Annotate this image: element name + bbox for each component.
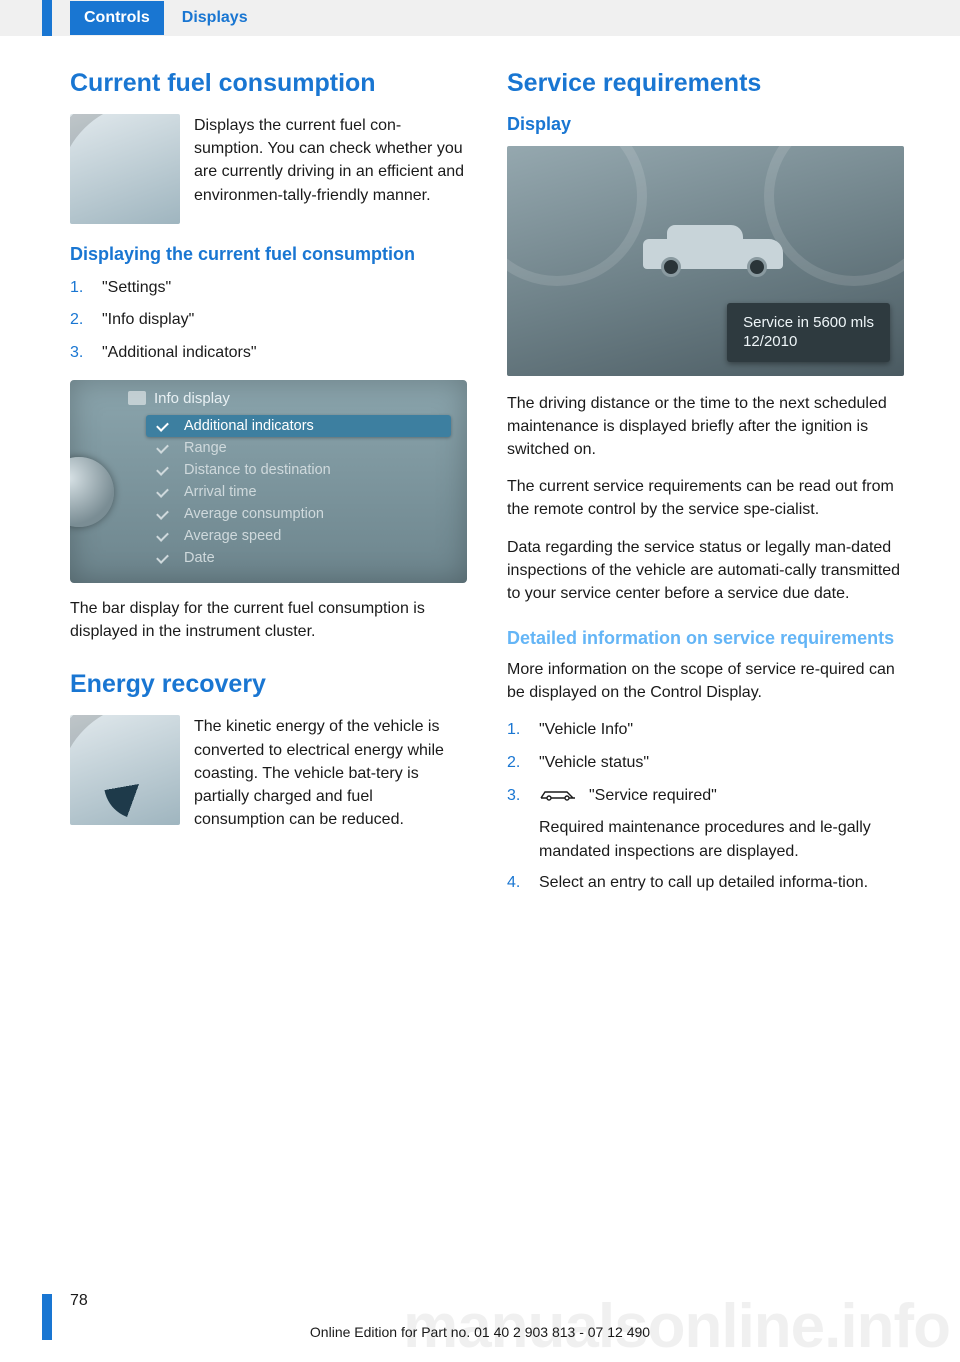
info-display-list: Additional indicators Range Distance to … [70,415,467,583]
gauge-right-icon [764,146,904,286]
check-icon [156,551,174,565]
car-outline-icon [539,788,579,802]
page-header: Controls Displays [0,0,960,36]
left-column: Current fuel consumption Displays the cu… [70,68,467,910]
info-item-avg-consumption: Average consumption [146,503,451,525]
fuel-block: Displays the current fuel con‐sumption. … [70,114,467,224]
header-blue-bar [42,0,52,36]
info-display-icon [128,391,146,405]
fuel-description: Displays the current fuel con‐sumption. … [194,114,467,210]
detail-step-3-text: "Service required" [589,787,717,804]
idrive-knob-icon [70,457,114,527]
info-display-title: Info display [154,390,230,407]
service-p2: The current service requirements can be … [507,475,904,521]
info-item-additional-indicators: Additional indicators [146,415,451,437]
detail-step-2: "Vehicle status" [507,751,904,776]
check-icon [156,463,174,477]
heading-fuel-consumption: Current fuel consumption [70,68,467,98]
car-silhouette-icon [643,223,783,279]
check-icon [156,441,174,455]
info-display-screenshot: Info display Additional indicators Range… [70,380,467,583]
info-item-distance: Distance to destination [146,459,451,481]
fuel-step-1: "Settings" [70,276,467,301]
page-content: Current fuel consumption Displays the cu… [0,36,960,910]
heading-energy-recovery: Energy recovery [70,669,467,699]
fuel-step-2: "Info display" [70,308,467,333]
fuel-steps-list: "Settings" "Info display" "Additional in… [70,276,467,366]
check-icon [156,485,174,499]
tab-displays: Displays [182,1,248,35]
service-banner: Service in 5600 mls 12/2010 [727,303,890,362]
service-dashboard-image: Service in 5600 mls 12/2010 [507,146,904,376]
check-icon [156,507,174,521]
energy-gauge-image [70,715,180,825]
detail-step-3-sub: Required maintenance procedures and le‐g… [539,816,904,862]
fuel-step-3: "Additional indicators" [70,341,467,366]
detail-step-3: "Service required" Required maintenance … [507,784,904,863]
page-number: 78 [70,1292,88,1310]
service-p3: Data regarding the service status or leg… [507,536,904,606]
heading-display-fuel: Displaying the current fuel consumption [70,244,467,266]
info-item-avg-speed: Average speed [146,525,451,547]
gauge-left-icon [507,146,647,286]
info-display-header: Info display [70,380,467,415]
energy-block: The kinetic energy of the vehicle is con… [70,715,467,845]
heading-detailed-info: Detailed information on service requirem… [507,627,904,650]
detail-step-4: Select an entry to call up detailed info… [507,871,904,896]
fuel-gauge-image [70,114,180,224]
info-item-range: Range [146,437,451,459]
heading-service-display: Display [507,114,904,136]
service-banner-line1: Service in 5600 mls [743,313,874,333]
service-p1: The driving distance or the time to the … [507,392,904,462]
tab-controls: Controls [70,1,164,35]
info-item-arrival: Arrival time [146,481,451,503]
right-column: Service requirements Display Service in … [507,68,904,910]
detail-step-1: "Vehicle Info" [507,718,904,743]
detail-steps-list: "Vehicle Info" "Vehicle status" "Service… [507,718,904,896]
energy-description: The kinetic energy of the vehicle is con… [194,715,467,831]
detail-intro: More information on the scope of service… [507,658,904,704]
footer-edition: Online Edition for Part no. 01 40 2 903 … [0,1324,960,1340]
heading-service-requirements: Service requirements [507,68,904,98]
info-item-date: Date [146,547,451,569]
service-banner-line2: 12/2010 [743,332,874,352]
fuel-after-text: The bar display for the current fuel con… [70,597,467,643]
check-icon [156,419,174,433]
check-icon [156,529,174,543]
